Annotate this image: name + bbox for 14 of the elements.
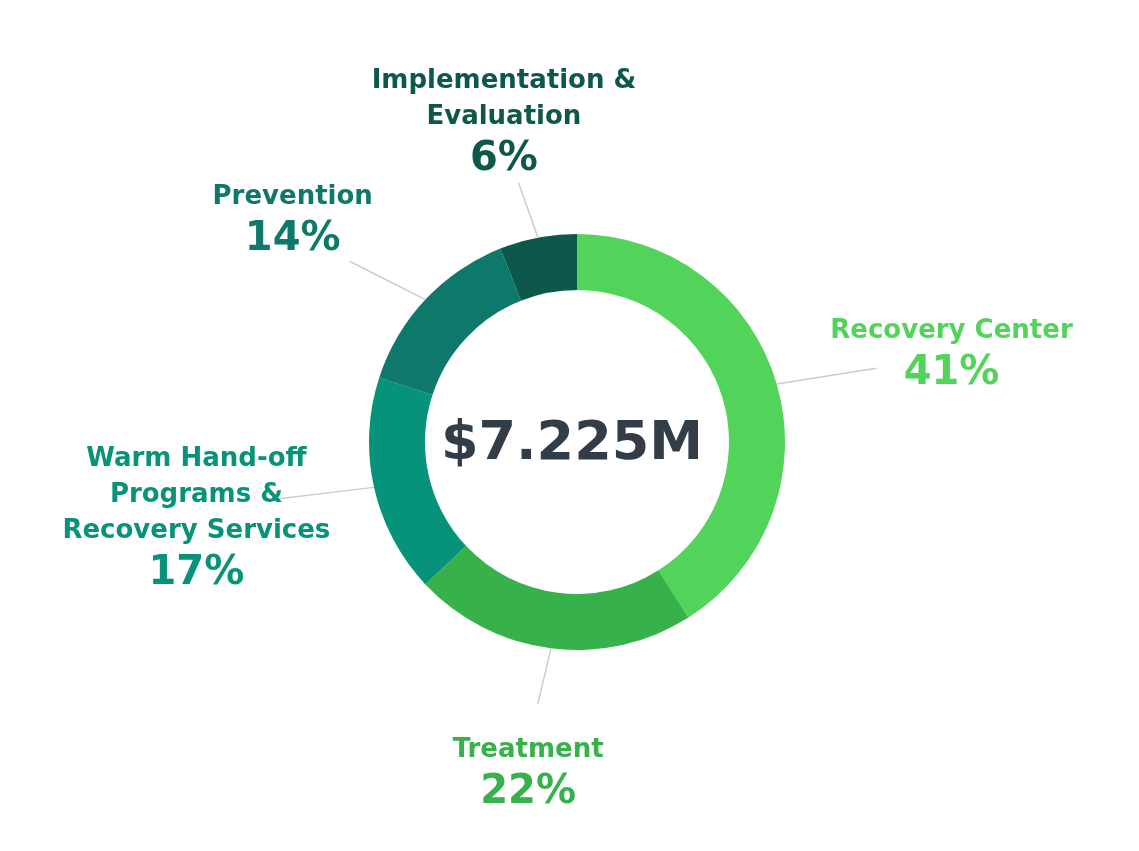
slice-label: Treatment: [452, 733, 604, 764]
donut-slice: [379, 248, 522, 396]
slice-label: Prevention: [212, 179, 373, 210]
data-label: 17%: [148, 547, 245, 594]
donut-slice: [425, 546, 689, 650]
data-label: 14%: [244, 213, 341, 260]
data-label: 6%: [469, 132, 538, 179]
text: $7.225M: [440, 409, 704, 472]
slice-label: Recovery Center: [830, 313, 1073, 344]
slice-label: Warm Hand-off Programs & Recovery Services: [62, 441, 331, 544]
donut-slice: [500, 234, 577, 301]
data-label: 41%: [903, 347, 1000, 394]
data-label: 22%: [480, 766, 576, 813]
slice-label: Implementation & Evaluation: [371, 63, 637, 130]
